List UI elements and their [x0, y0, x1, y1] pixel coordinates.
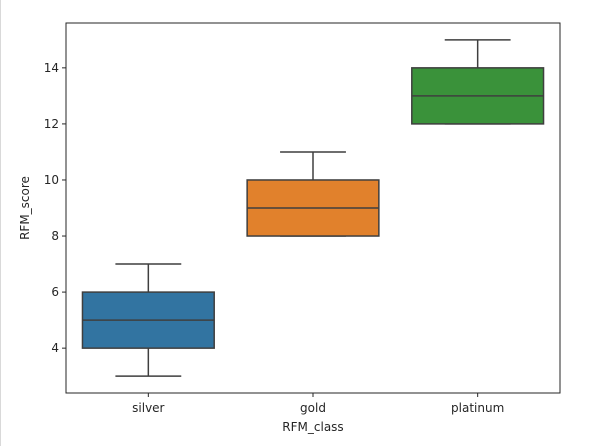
box-platinum [411, 39, 545, 125]
y-tick-label: 12 [44, 117, 59, 131]
box-gold [246, 151, 380, 237]
box-silver [81, 263, 215, 377]
x-tick-label: platinum [451, 401, 504, 415]
y-axis: 4 6 8 10 12 14 [44, 61, 66, 355]
window-edge [0, 0, 1, 446]
y-axis-label: RFM_score [18, 176, 32, 240]
y-tick-label: 14 [44, 61, 59, 75]
y-tick-label: 8 [51, 229, 59, 243]
box-series [81, 39, 545, 377]
y-tick-label: 4 [51, 341, 59, 355]
y-tick-label: 6 [51, 285, 59, 299]
x-tick-label: gold [300, 401, 326, 415]
x-axis: silver gold platinum [132, 393, 504, 415]
x-axis-label: RFM_class [282, 420, 343, 434]
x-tick-label: silver [132, 401, 164, 415]
y-tick-label: 10 [44, 173, 59, 187]
